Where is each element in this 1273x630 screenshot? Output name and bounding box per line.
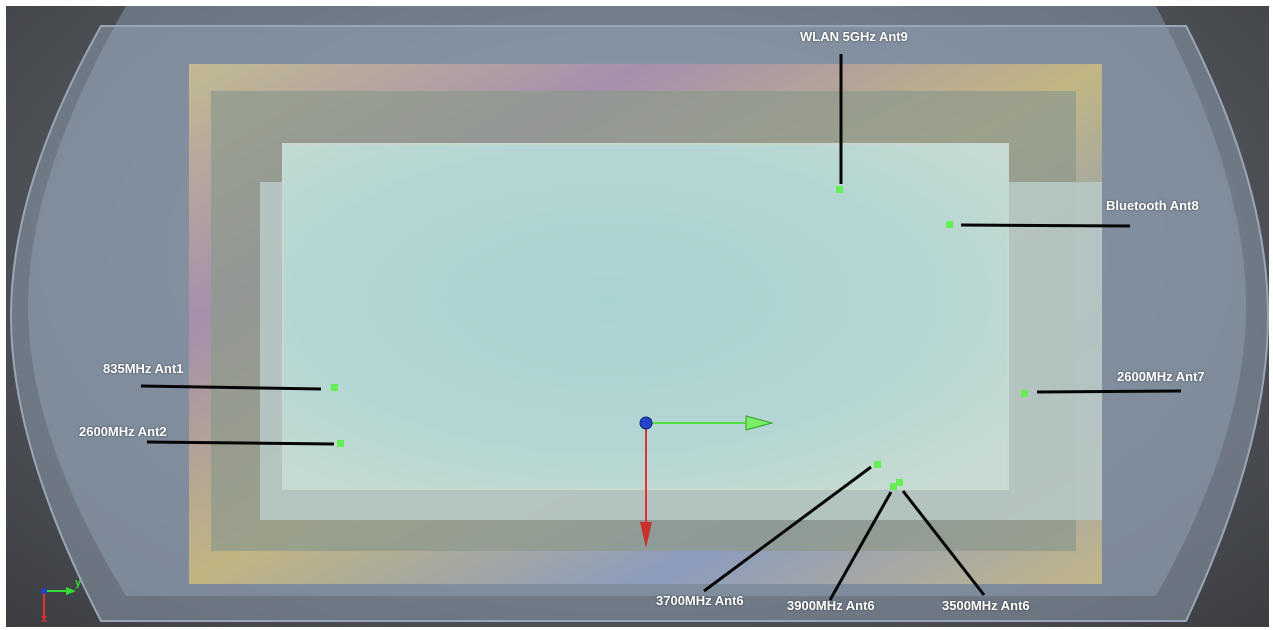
- 3d-viewport[interactable]: WLAN 5GHz Ant9 Bluetooth Ant8 835MHz Ant…: [6, 6, 1269, 627]
- leader-3700-ant6: [703, 465, 872, 593]
- label-3700-ant6: 3700MHz Ant6: [656, 593, 744, 608]
- marker-3900-ant6: [890, 483, 897, 490]
- label-2600-ant2: 2600MHz Ant2: [79, 424, 167, 439]
- triad-x-label: x: [41, 613, 48, 625]
- marker-3500-ant6: [896, 479, 903, 486]
- leader-2600-ant7: [1036, 389, 1182, 394]
- label-2600-ant7: 2600MHz Ant7: [1117, 369, 1205, 384]
- label-bt-ant8: Bluetooth Ant8: [1106, 198, 1199, 213]
- axis-triad-icon: [41, 587, 76, 619]
- leader-3900-ant6: [828, 491, 893, 601]
- triad-y-label: y: [75, 577, 82, 589]
- label-wlan5-ant9: WLAN 5GHz Ant9: [800, 29, 908, 44]
- marker-2600-ant7: [1021, 390, 1028, 397]
- marker-wlan5-ant9: [836, 186, 843, 193]
- leader-2600-ant2: [146, 440, 335, 446]
- center-axis-gizmo: [639, 415, 774, 548]
- marker-2600-ant2: [337, 440, 344, 447]
- leader-bt-ant8: [960, 223, 1131, 228]
- leader-835-ant1: [140, 384, 322, 391]
- label-835-ant1: 835MHz Ant1: [103, 361, 184, 376]
- label-3900-ant6: 3900MHz Ant6: [787, 598, 875, 613]
- marker-3700-ant6: [874, 461, 881, 468]
- scene-canvas[interactable]: [6, 6, 1269, 627]
- marker-835-ant1: [331, 384, 338, 391]
- marker-bt-ant8: [946, 221, 953, 228]
- label-3500-ant6: 3500MHz Ant6: [942, 598, 1030, 613]
- leader-3500-ant6: [901, 490, 986, 596]
